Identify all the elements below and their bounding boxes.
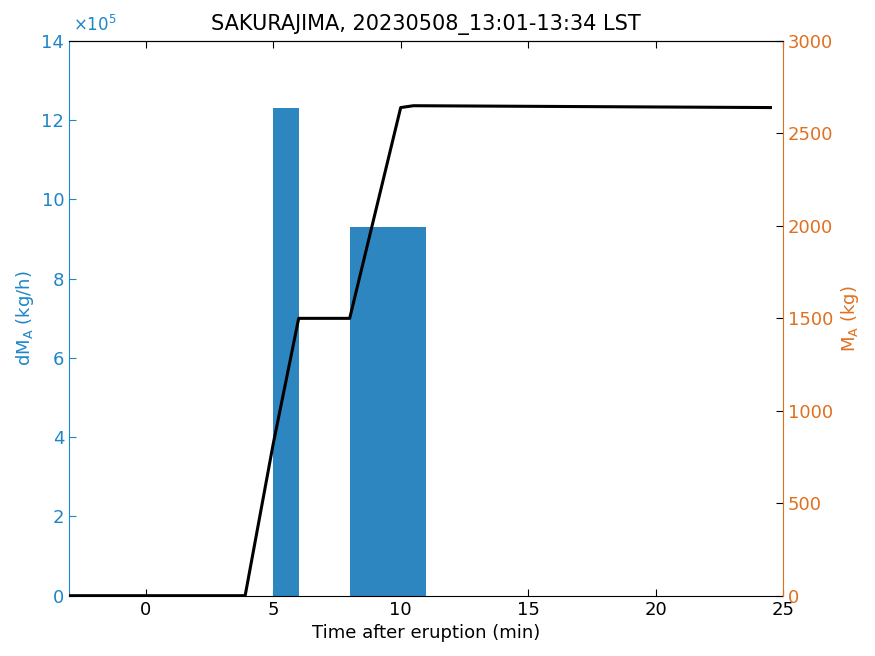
Y-axis label: $\rm{M_A}$ (kg): $\rm{M_A}$ (kg) <box>839 285 861 352</box>
Text: $\times 10^5$: $\times 10^5$ <box>73 15 116 35</box>
Title: SAKURAJIMA, 20230508_13:01-13:34 LST: SAKURAJIMA, 20230508_13:01-13:34 LST <box>212 14 641 35</box>
X-axis label: Time after eruption (min): Time after eruption (min) <box>312 624 541 642</box>
Y-axis label: $\rm{dM_A}$ (kg/h): $\rm{dM_A}$ (kg/h) <box>14 270 36 366</box>
Bar <box>350 227 426 596</box>
Bar <box>273 108 298 596</box>
